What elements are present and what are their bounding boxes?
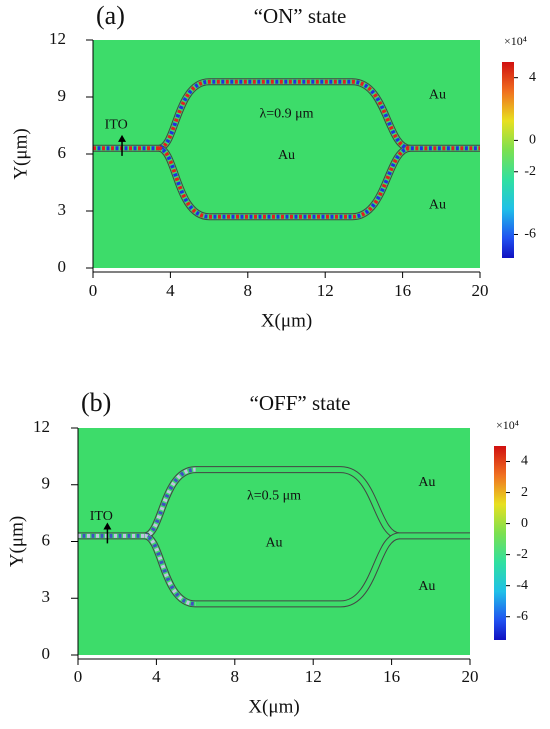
field-map: [93, 40, 480, 268]
colorbar-label: ×10⁴: [504, 34, 527, 48]
x-tick-label: 4: [152, 667, 161, 686]
x-tick-label: 20: [462, 667, 479, 686]
annotation: Au: [418, 579, 435, 594]
field-blue: [144, 533, 196, 606]
annotation: λ=0.9 μm: [259, 106, 313, 121]
x-tick-label: 8: [244, 281, 253, 300]
colorbar-tick-label: -6: [516, 609, 528, 624]
x-tick-label: 12: [305, 667, 322, 686]
colorbar: [502, 62, 514, 258]
x-tick-label: 4: [166, 281, 175, 300]
annotation: λ=0.5 μm: [247, 488, 301, 503]
annotation: ITO: [105, 118, 128, 133]
y-tick-label: 9: [42, 474, 51, 493]
y-axis-label: Y(μm): [10, 128, 31, 179]
colorbar-tick-label: 2: [521, 485, 528, 500]
panel-label: (b): [81, 388, 111, 417]
x-tick-label: 16: [394, 281, 411, 300]
ito-arrow-head: [103, 522, 112, 530]
y-tick-label: 6: [42, 530, 51, 549]
x-tick-label: 20: [472, 281, 489, 300]
panel-label: (a): [96, 1, 125, 30]
colorbar: [494, 446, 506, 640]
annotation: Au: [418, 475, 435, 490]
y-tick-label: 12: [33, 417, 50, 436]
y-tick-label: 0: [58, 257, 67, 276]
colorbar-tick-label: -4: [516, 578, 528, 593]
y-tick-label: 3: [58, 200, 67, 219]
colorbar-tick-label: -2: [524, 164, 536, 179]
field-blue: [158, 146, 411, 219]
x-tick-label: 16: [383, 667, 400, 686]
annotation: Au: [429, 198, 446, 213]
waveguide-core: [78, 467, 470, 539]
y-axis-label: Y(μm): [6, 516, 27, 567]
y-tick-label: 3: [42, 587, 51, 606]
ito-arrow-head: [118, 134, 127, 142]
field-red: [93, 79, 480, 151]
colorbar-tick-label: 4: [529, 70, 536, 85]
colorbar-tick-label: 4: [521, 454, 528, 469]
x-axis-label: X(μm): [261, 310, 312, 331]
field-map: [78, 428, 470, 655]
x-tick-label: 0: [74, 667, 83, 686]
colorbar-tick-label: -2: [516, 547, 528, 562]
annotation: Au: [429, 87, 446, 102]
field-red: [78, 467, 196, 538]
y-tick-label: 12: [49, 29, 66, 48]
colorbar-tick-label: 0: [521, 516, 528, 531]
panel-title: “OFF” state: [250, 391, 351, 415]
colorbar-label: ×10⁴: [496, 418, 519, 432]
annotation: ITO: [90, 509, 113, 524]
annotation: Au: [265, 536, 282, 551]
colorbar-tick-label: -6: [524, 227, 536, 242]
panel-title: “ON” state: [254, 4, 347, 28]
x-tick-label: 8: [231, 667, 240, 686]
x-axis-label: X(μm): [248, 696, 299, 717]
y-tick-label: 9: [58, 86, 67, 105]
colorbar-tick-label: 0: [529, 133, 536, 148]
y-tick-label: 6: [58, 143, 67, 162]
annotation: Au: [278, 148, 295, 163]
y-tick-label: 0: [42, 644, 51, 663]
x-tick-label: 0: [89, 281, 98, 300]
x-tick-label: 12: [317, 281, 334, 300]
